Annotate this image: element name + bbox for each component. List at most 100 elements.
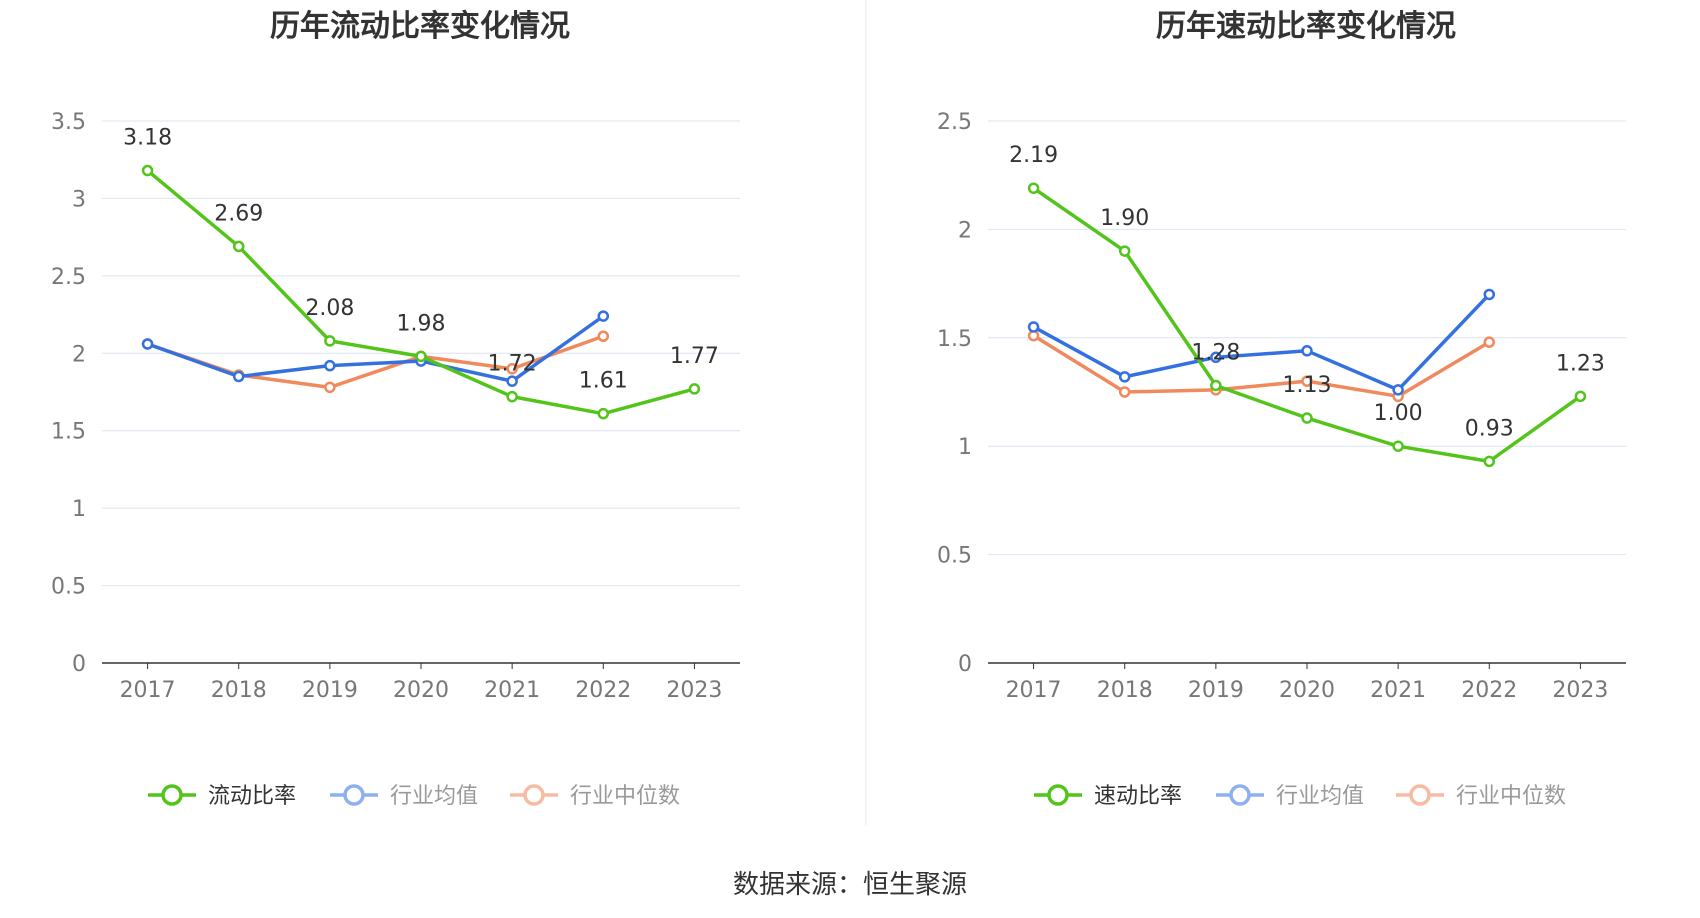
series-line-industry-average [1031,292,1492,392]
x-tick-label: 2021 [1370,678,1426,703]
data-label: 3.18 [123,126,172,151]
series-line-industry-median [1031,333,1492,399]
series-line-industry-average [145,314,606,383]
data-point [232,240,245,253]
legend-item: 行业均值 [330,784,478,809]
data-point [506,363,518,375]
x-tick-label: 2017 [1006,678,1062,703]
legend-marker [1229,784,1251,806]
data-label: 1.28 [1191,340,1240,365]
data-point [141,164,154,177]
legend-label: 行业均值 [390,784,478,809]
legend-label: 行业均值 [1276,784,1364,809]
y-tick-label: 2.5 [51,265,86,290]
y-tick-label: 2 [72,342,86,367]
y-tick-label: 3.5 [51,110,86,135]
data-point [1301,412,1313,424]
chart-panel-2: 历年速动比率变化情况 0 0.5 1 1.5 2 2.5 2017 2018 2019 2020 20… [937,9,1626,809]
data-label: 1.72 [488,352,537,377]
data-point [506,390,518,403]
y-tick-label: 1 [958,435,972,460]
x-tick-label: 2023 [666,678,722,703]
legend-marker [343,784,365,806]
data-point [1118,386,1131,398]
data-point [324,381,336,394]
data-label: 1.13 [1283,373,1332,398]
data-point [324,359,336,372]
x-tick-label: 2023 [1552,678,1608,703]
data-label: 1.98 [397,311,446,336]
legend-label: 行业中位数 [570,784,680,809]
legend-label: 流动比率 [208,784,296,809]
legend-item: 流动比率 [148,784,296,809]
data-point [1118,371,1131,383]
legend-label: 速动比率 [1094,784,1182,809]
data-label: 1.61 [579,369,628,394]
x-tick-label: 2022 [575,678,631,703]
data-point [597,330,610,343]
y-tick-label: 1.5 [937,327,972,352]
legend-item: 行业均值 [1216,784,1364,809]
data-point [324,335,336,347]
y-tick-label: 0 [72,652,86,677]
y-tick-label: 1.5 [51,420,86,445]
data-label: 1.90 [1100,206,1149,231]
legend-item: 行业中位数 [1396,784,1566,809]
legend-marker [523,784,545,806]
data-point [597,407,610,420]
x-tick-label: 2019 [302,678,358,703]
data-label: 1.00 [1374,401,1423,426]
data-point [415,350,427,363]
legend-label: 行业中位数 [1456,784,1566,809]
x-tick-label: 2018 [1097,678,1153,703]
chart-title: 历年流动比率变化情况 [270,9,570,44]
data-label: 1.23 [1556,351,1605,376]
chart-title: 历年速动比率变化情况 [1156,9,1456,44]
x-tick-label: 2022 [1461,678,1517,703]
legend-marker [161,784,183,806]
data-point [1027,321,1040,333]
data-point [1301,375,1313,387]
legend-item: 行业中位数 [510,784,680,809]
data-label: 0.93 [1465,416,1514,441]
x-tick-label: 2020 [393,678,449,703]
y-tick-label: 0.5 [51,575,86,600]
y-tick-label: 2.5 [937,110,972,135]
y-tick-label: 3 [72,187,86,212]
data-point [1392,384,1404,396]
data-point [597,310,610,322]
y-tick-label: 2 [958,218,972,243]
legend-marker [1047,784,1069,806]
data-source-note: 数据来源：恒生聚源 [732,870,967,900]
data-point [1483,455,1496,468]
data-point [1027,182,1040,194]
data-point [1210,379,1222,392]
data-point [1483,336,1496,348]
y-tick-label: 0 [958,652,972,677]
data-point [1483,288,1496,301]
data-point [1301,345,1313,357]
data-label: 2.69 [214,201,263,226]
data-label: 2.19 [1009,143,1058,168]
data-point [141,338,154,350]
data-point [1392,440,1404,452]
data-point [1118,245,1131,257]
x-tick-label: 2018 [211,678,267,703]
legend-item: 速动比率 [1034,784,1182,809]
y-tick-label: 1 [72,497,86,522]
x-tick-label: 2017 [120,678,176,703]
data-point [688,383,701,395]
data-label: 1.77 [670,344,719,369]
chart-panel-1: 历年流动比率变化情况 0 0.5 1 1.5 2 2.5 3 3.5 2017 2018 2019 20… [51,9,740,809]
data-point [506,375,518,387]
data-point [232,370,245,383]
y-tick-label: 0.5 [937,544,972,569]
x-tick-label: 2020 [1279,678,1335,703]
data-point [1574,390,1587,403]
data-label: 2.08 [305,296,354,321]
data-point [1210,351,1222,364]
x-tick-label: 2021 [484,678,540,703]
legend-marker [1409,784,1431,806]
x-tick-label: 2019 [1188,678,1244,703]
